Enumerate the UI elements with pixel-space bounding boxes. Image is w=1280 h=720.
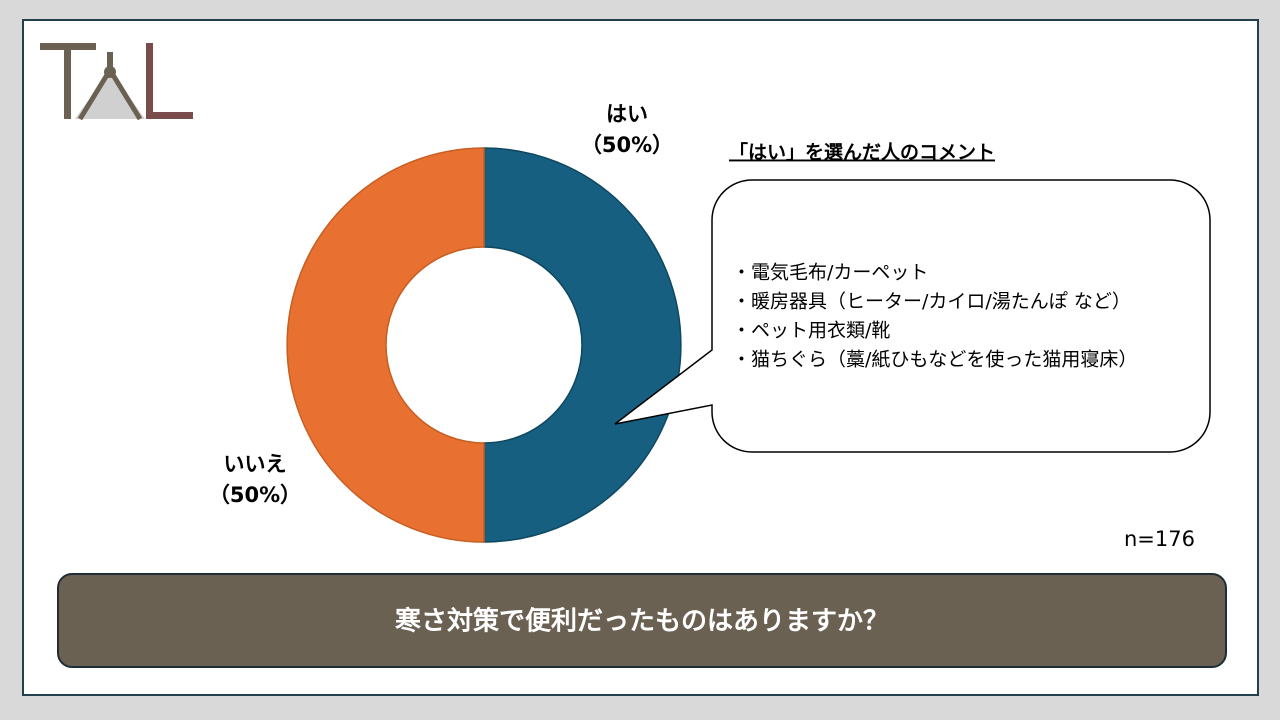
slice-value-label: （50%） (209, 483, 301, 507)
comment-item: ・ペット用衣類/靴 (732, 320, 890, 342)
comment-callout (614, 179, 1211, 453)
comment-title: 「はい」を選んだ人のコメント (729, 141, 995, 164)
comment-item: ・電気毛布/カーペット (732, 262, 928, 284)
comment-item: ・暖房器具（ヒーター/カイロ/湯たんぽ など） (732, 291, 1131, 313)
slice-label: いいえ (224, 452, 287, 476)
slice-label: はい (606, 102, 648, 126)
logo (40, 43, 193, 121)
donut-slice (286, 147, 485, 543)
donut (286, 147, 682, 543)
comment-item: ・猫ちぐら（藁/紙ひもなどを使った猫用寝床） (732, 349, 1137, 371)
donut-slice (483, 147, 682, 543)
slice-value-label: （50%） (581, 133, 673, 157)
question-bar (57, 573, 1227, 668)
sample-size: n=176 (1124, 527, 1195, 551)
comment-list: ・電気毛布/カーペット・暖房器具（ヒーター/カイロ/湯たんぽ など） ・ペット用衣… (732, 262, 1137, 371)
question-title: 寒さ対策で便利だったものはありますか？ (395, 606, 889, 637)
